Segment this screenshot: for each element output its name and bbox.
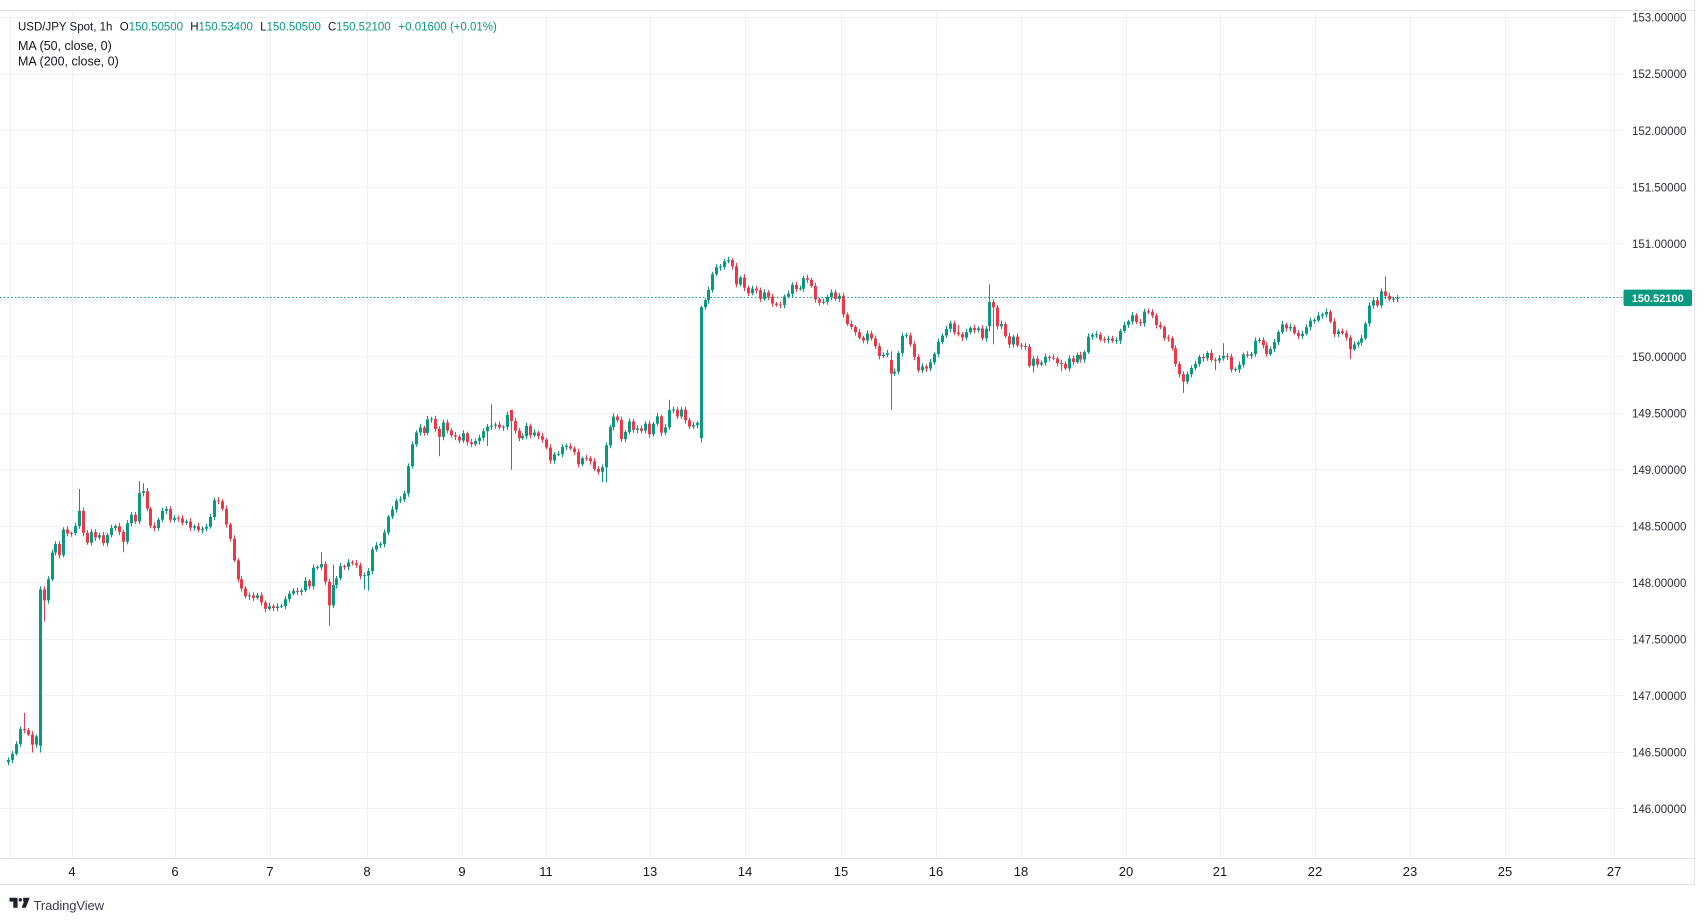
svg-text:8: 8	[363, 864, 370, 879]
svg-text:7: 7	[266, 864, 273, 879]
svg-text:15: 15	[834, 864, 848, 879]
svg-text:147.00000: 147.00000	[1632, 691, 1686, 703]
svg-text:MA (200, close, 0): MA (200, close, 0)	[18, 55, 119, 69]
svg-text:153.00000: 153.00000	[1632, 13, 1686, 25]
svg-text:148.50000: 148.50000	[1632, 522, 1686, 534]
svg-text:150.50500: 150.50500	[267, 21, 321, 33]
svg-text:14: 14	[738, 864, 752, 879]
svg-text:6: 6	[171, 864, 178, 879]
svg-text:21: 21	[1213, 864, 1227, 879]
svg-text:L: L	[260, 21, 267, 33]
svg-text:16: 16	[929, 864, 943, 879]
svg-text:27: 27	[1607, 864, 1621, 879]
svg-text:152.50000: 152.50000	[1632, 69, 1686, 81]
svg-text:22: 22	[1308, 864, 1322, 879]
svg-text:USD/JPY Spot, 1h: USD/JPY Spot, 1h	[18, 21, 112, 33]
svg-text:146.00000: 146.00000	[1632, 804, 1686, 816]
svg-text:+0.01600 (+0.01%): +0.01600 (+0.01%)	[398, 21, 497, 33]
svg-text:149.00000: 149.00000	[1632, 465, 1686, 477]
svg-text:TradingView: TradingView	[34, 898, 105, 913]
svg-text:146.50000: 146.50000	[1632, 748, 1686, 760]
svg-text:13: 13	[643, 864, 657, 879]
svg-text:147.50000: 147.50000	[1632, 635, 1686, 647]
svg-text:18: 18	[1014, 864, 1028, 879]
svg-text:150.52100: 150.52100	[336, 21, 390, 33]
svg-text:150.50500: 150.50500	[129, 21, 183, 33]
svg-text:150.00000: 150.00000	[1632, 352, 1686, 364]
svg-text:151.00000: 151.00000	[1632, 239, 1686, 251]
svg-text:C: C	[328, 21, 336, 33]
svg-text:20: 20	[1119, 864, 1133, 879]
svg-text:150.52100: 150.52100	[1632, 293, 1684, 305]
svg-text:4: 4	[68, 864, 75, 879]
svg-text:25: 25	[1498, 864, 1512, 879]
svg-text:150.53400: 150.53400	[199, 21, 253, 33]
svg-text:152.00000: 152.00000	[1632, 126, 1686, 138]
svg-text:151.50000: 151.50000	[1632, 182, 1686, 194]
svg-text:O: O	[120, 21, 129, 33]
svg-text:9: 9	[458, 864, 465, 879]
svg-text:23: 23	[1403, 864, 1417, 879]
svg-text:MA (50, close, 0): MA (50, close, 0)	[18, 39, 112, 53]
svg-text:H: H	[190, 21, 198, 33]
svg-text:11: 11	[539, 864, 553, 879]
svg-text:148.00000: 148.00000	[1632, 578, 1686, 590]
svg-text:149.50000: 149.50000	[1632, 408, 1686, 420]
